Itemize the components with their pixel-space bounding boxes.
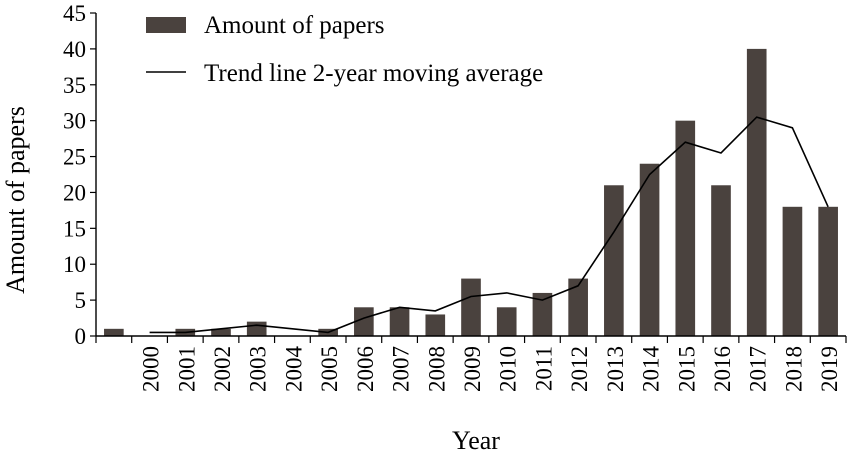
y-tick-label: 45 (63, 1, 86, 26)
x-tick-label: 2019 (817, 346, 842, 392)
bar-2008 (425, 314, 446, 336)
legend: Amount of papers Trend line 2-year movin… (146, 12, 543, 87)
bar-2006 (354, 307, 374, 336)
x-axis-ticks: 2000 2001 2002 2003 2004 2005 2006 2007 2008 2009… (95, 336, 847, 393)
y-tick-label: 0 (75, 324, 87, 349)
axes (95, 13, 846, 337)
bar-2018 (782, 206, 803, 336)
bar-series (104, 48, 838, 337)
x-tick-label: 2004 (281, 346, 306, 393)
x-tick-label: 2007 (389, 346, 414, 392)
x-tick-label: 2002 (210, 346, 235, 392)
bar-2007 (389, 307, 410, 336)
x-tick-label: 2009 (460, 346, 485, 392)
y-tick-label: 5 (75, 288, 87, 313)
x-tick-label: 2012 (567, 346, 592, 392)
x-tick-label: 2013 (603, 346, 628, 392)
bar-2012 (568, 278, 588, 336)
x-tick-label: 2008 (424, 346, 449, 392)
bar-2011 (532, 292, 553, 336)
x-tick-label: 2003 (246, 346, 271, 392)
x-tick-label: 2011 (531, 346, 556, 391)
bar-2009 (461, 278, 481, 336)
y-axis-ticks: 0 5 10 15 20 25 30 35 40 45 (63, 1, 96, 349)
y-tick-label: 10 (63, 252, 86, 277)
y-tick-label: 15 (63, 216, 86, 241)
x-tick-label: 2000 (139, 346, 164, 392)
legend-bar-label: Amount of papers (204, 12, 385, 39)
x-tick-label: 2018 (781, 346, 806, 392)
x-axis-title: Year (452, 426, 500, 455)
x-tick-label: 2005 (317, 346, 342, 392)
x-tick-label: 2001 (174, 346, 199, 392)
bar-2019 (818, 206, 838, 336)
x-tick-label: 2014 (639, 346, 664, 393)
bar-2003 (246, 321, 267, 336)
bar-2015 (675, 120, 696, 337)
y-tick-label: 20 (63, 180, 86, 205)
bar-2017 (746, 48, 767, 337)
bar-2013 (604, 185, 624, 336)
x-tick-label: 2017 (746, 346, 771, 392)
legend-bar-swatch (146, 17, 186, 33)
x-tick-label: 2010 (496, 346, 521, 392)
trend-line (149, 116, 829, 334)
bar-2014 (639, 163, 660, 336)
x-tick-label: 2006 (353, 346, 378, 392)
bar-2016 (711, 185, 731, 336)
y-tick-label: 30 (63, 109, 86, 134)
y-tick-label: 35 (63, 73, 86, 98)
y-tick-label: 25 (63, 145, 86, 170)
bar-2002 (211, 328, 231, 336)
bar-2010 (496, 307, 517, 336)
x-tick-label: 2015 (674, 346, 699, 392)
bar-1999 (104, 328, 124, 336)
x-tick-label: 2016 (710, 346, 735, 392)
y-axis-title: Amount of papers (1, 106, 30, 294)
y-tick-label: 40 (63, 37, 86, 62)
legend-line-label: Trend line 2-year moving average (204, 60, 543, 87)
